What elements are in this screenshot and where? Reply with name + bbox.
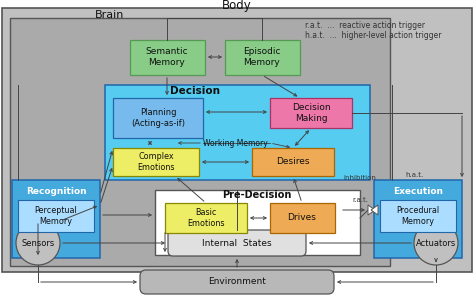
Text: Perceptual
Memory: Perceptual Memory [35, 206, 77, 226]
Bar [113, 148, 199, 176]
Text: Recognition: Recognition [26, 188, 86, 196]
Text: r.a.t.  ...  reactive action trigger: r.a.t. ... reactive action trigger [305, 20, 425, 29]
Bar [165, 203, 247, 233]
Text: Semantic
Memory: Semantic Memory [146, 47, 188, 67]
Bar [380, 200, 456, 232]
Text: Episodic
Memory: Episodic Memory [243, 47, 281, 67]
Text: Execution: Execution [393, 188, 443, 196]
Bar [18, 200, 94, 232]
Bar [270, 98, 352, 128]
Text: Working Memory: Working Memory [202, 139, 267, 148]
Text: inhibition: inhibition [344, 175, 376, 181]
FancyBboxPatch shape [168, 230, 306, 256]
Text: Basic
Emotions: Basic Emotions [187, 208, 225, 228]
Bar [2, 8, 472, 272]
Bar [105, 85, 370, 180]
Circle shape [16, 221, 60, 265]
Bar [12, 180, 100, 258]
Text: Procedural
Memory: Procedural Memory [396, 206, 439, 226]
Bar [225, 40, 300, 75]
Polygon shape [371, 205, 378, 215]
Text: r.a.t.: r.a.t. [352, 197, 368, 203]
Bar [130, 40, 205, 75]
Bar [270, 203, 335, 233]
Text: Desires: Desires [276, 158, 310, 166]
Text: Drives: Drives [288, 214, 317, 223]
Text: h.a.t.  ...  higher-level action trigger: h.a.t. ... higher-level action trigger [305, 31, 441, 40]
Text: Decision: Decision [170, 86, 220, 96]
Bar [374, 180, 462, 258]
Text: Sensors: Sensors [21, 238, 55, 247]
Text: Actuators: Actuators [416, 238, 456, 247]
Text: h.a.t.: h.a.t. [406, 172, 424, 178]
Text: Pre-Decision: Pre-Decision [222, 190, 292, 200]
Text: Brain: Brain [95, 10, 125, 20]
Text: Environment: Environment [208, 278, 266, 286]
Circle shape [414, 221, 458, 265]
FancyBboxPatch shape [140, 270, 334, 294]
Polygon shape [368, 205, 375, 215]
Bar [113, 98, 203, 138]
Bar [252, 148, 334, 176]
Text: Decision
Making: Decision Making [292, 103, 330, 123]
Text: Body: Body [222, 0, 252, 11]
Bar [10, 18, 390, 266]
Bar [155, 190, 360, 255]
Text: Planning
(Acting-as-if): Planning (Acting-as-if) [131, 108, 185, 128]
Text: Internal  States: Internal States [202, 238, 272, 247]
Text: Complex
Emotions: Complex Emotions [137, 152, 175, 172]
